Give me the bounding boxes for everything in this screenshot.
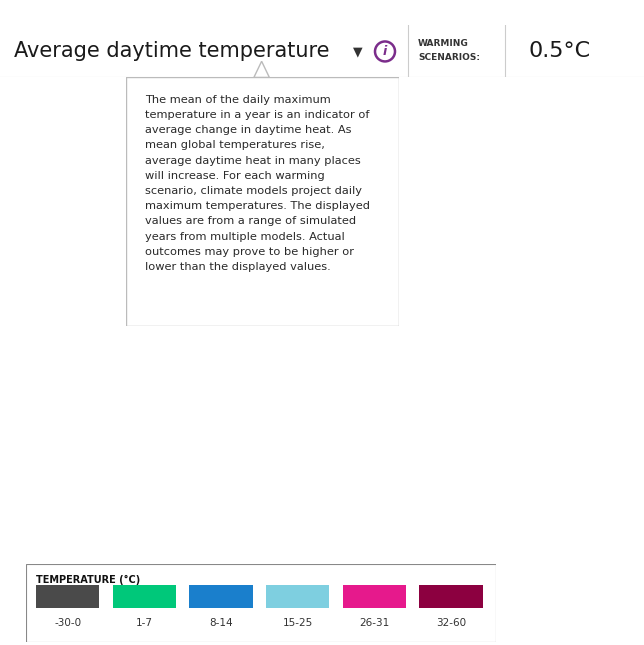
Text: 1-7: 1-7	[136, 618, 153, 628]
Polygon shape	[254, 61, 269, 77]
Text: SCENARIOS:: SCENARIOS:	[418, 53, 480, 62]
Text: Map requires cartopy: Map requires cartopy	[248, 312, 396, 326]
Text: 15-25: 15-25	[283, 618, 313, 628]
FancyBboxPatch shape	[343, 585, 406, 608]
Text: WARMING: WARMING	[418, 39, 469, 48]
Text: TEMPERATURE (°C): TEMPERATURE (°C)	[36, 575, 140, 585]
Text: 26-31: 26-31	[359, 618, 390, 628]
Text: The mean of the daily maximum
temperature in a year is an indicator of
average c: The mean of the daily maximum temperatur…	[145, 95, 370, 272]
FancyBboxPatch shape	[126, 77, 399, 326]
Text: 32-60: 32-60	[436, 618, 466, 628]
Text: Average daytime temperature: Average daytime temperature	[14, 41, 330, 61]
FancyBboxPatch shape	[189, 585, 252, 608]
FancyBboxPatch shape	[419, 585, 482, 608]
FancyBboxPatch shape	[266, 585, 329, 608]
Text: -30-0: -30-0	[54, 618, 81, 628]
Text: i: i	[383, 45, 387, 58]
FancyBboxPatch shape	[113, 585, 176, 608]
Text: 8-14: 8-14	[209, 618, 232, 628]
Text: 0.5°C: 0.5°C	[529, 41, 591, 61]
FancyBboxPatch shape	[36, 585, 99, 608]
Text: ▼: ▼	[353, 45, 363, 58]
